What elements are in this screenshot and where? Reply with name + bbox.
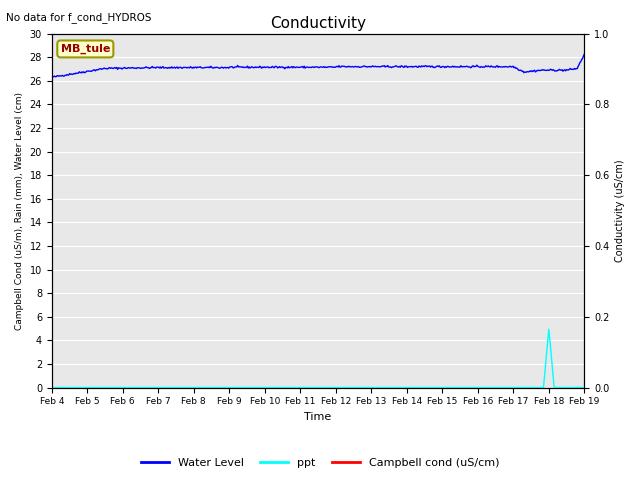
Y-axis label: Conductivity (uS/cm): Conductivity (uS/cm) bbox=[615, 159, 625, 262]
Legend: Water Level, ppt, Campbell cond (uS/cm): Water Level, ppt, Campbell cond (uS/cm) bbox=[136, 453, 504, 472]
X-axis label: Time: Time bbox=[305, 412, 332, 422]
Text: MB_tule: MB_tule bbox=[61, 44, 110, 54]
Title: Conductivity: Conductivity bbox=[270, 16, 366, 31]
Text: No data for f_cond_HYDROS: No data for f_cond_HYDROS bbox=[6, 12, 152, 23]
Y-axis label: Campbell Cond (uS/m), Rain (mm), Water Level (cm): Campbell Cond (uS/m), Rain (mm), Water L… bbox=[15, 92, 24, 330]
